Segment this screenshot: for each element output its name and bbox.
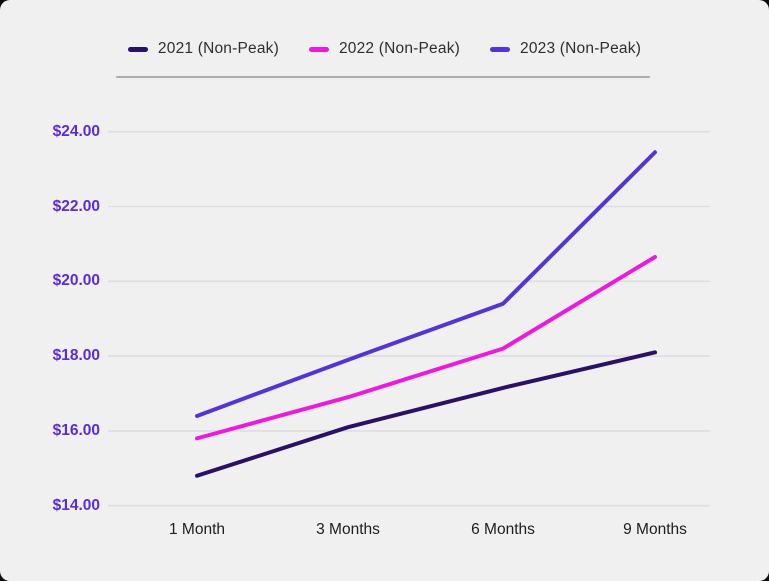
legend-swatch-2022-icon — [308, 46, 329, 52]
series-line-2022 — [195, 254, 657, 441]
y-axis-tick-label: $16.00 — [52, 421, 100, 439]
y-axis-tick-label: $20.00 — [52, 272, 100, 290]
legend-swatch-2023-icon — [490, 46, 511, 52]
y-axis-tick-label: $18.00 — [52, 347, 100, 365]
series-line-2023 — [195, 150, 657, 418]
y-axis-tick-label: $14.00 — [52, 496, 100, 514]
y-axis-tick-label: $22.00 — [52, 197, 100, 215]
legend-label-2023: 2023 (Non-Peak) — [520, 40, 642, 57]
legend-item-2021: 2021 (Non-Peak) — [127, 40, 279, 58]
x-axis-category-label: 3 Months — [316, 521, 380, 538]
x-axis-category-label: 9 Months — [623, 521, 687, 538]
legend-divider — [116, 76, 650, 78]
legend-swatch-2021-icon — [127, 46, 148, 52]
chart-legend: 2021 (Non-Peak) 2022 (Non-Peak) 2023 (No… — [0, 38, 769, 60]
legend-item-2022: 2022 (Non-Peak) — [308, 40, 461, 58]
y-axis-tick-label: $24.00 — [52, 122, 100, 140]
x-axis-category-label: 1 Month — [168, 521, 225, 538]
legend-label-2021: 2021 (Non-Peak) — [157, 40, 279, 57]
x-axis-category-label: 6 Months — [471, 521, 535, 538]
legend-label-2022: 2022 (Non-Peak) — [338, 40, 461, 57]
series-line-2021 — [195, 350, 657, 478]
legend-item-2023: 2023 (Non-Peak) — [490, 40, 641, 58]
